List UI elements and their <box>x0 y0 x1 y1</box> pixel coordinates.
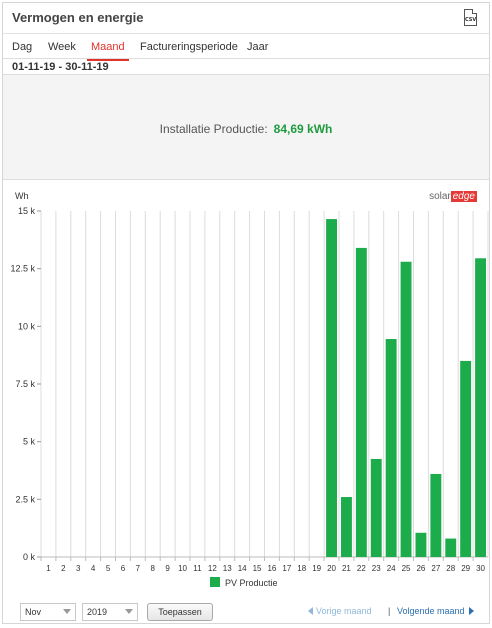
bar-day-22 <box>355 247 367 557</box>
x-tick-label: 13 <box>223 564 232 573</box>
x-tick-label: 19 <box>312 564 321 573</box>
month-value: Nov <box>25 607 42 617</box>
chevron-down-icon <box>63 609 71 614</box>
tab-week[interactable]: Week <box>48 41 76 53</box>
x-tick-label: 18 <box>297 564 306 573</box>
year-select[interactable]: 2019 <box>82 603 138 621</box>
x-tick-label: 15 <box>253 564 262 573</box>
y-tick-label: 2.5 k <box>15 494 35 504</box>
x-tick-label: 26 <box>416 564 425 573</box>
bar-day-21 <box>341 497 352 557</box>
date-range: 01-11-19 - 30-11-19 <box>12 61 109 73</box>
x-tick-label: 5 <box>106 564 111 573</box>
y-tick-label: 10 k <box>18 321 36 331</box>
summary-box: Installatie Productie: 84,69 kWh <box>3 74 489 180</box>
bar-day-30 <box>475 258 486 557</box>
tab-day[interactable]: Dag <box>12 41 33 53</box>
y-tick-label: 15 k <box>18 206 36 216</box>
bar-day-28 <box>445 538 457 557</box>
x-tick-label: 23 <box>372 564 381 573</box>
x-tick-label: 1 <box>46 564 51 573</box>
tab-month[interactable]: Maand <box>87 41 129 61</box>
panel-title: Vermogen en energie <box>12 10 144 25</box>
x-tick-label: 27 <box>431 564 440 573</box>
x-tick-label: 29 <box>461 564 470 573</box>
x-tick-label: 14 <box>238 564 247 573</box>
production-summary: Installatie Productie: 84,69 kWh <box>3 122 489 136</box>
y-tick-label: 12.5 k <box>10 264 35 274</box>
x-tick-label: 20 <box>327 564 336 573</box>
y-tick-label: 7.5 k <box>15 379 35 389</box>
production-label: Installatie Productie: <box>159 122 268 136</box>
x-tick-label: 24 <box>387 564 396 573</box>
x-tick-label: 10 <box>178 564 187 573</box>
bar-day-26 <box>415 532 427 557</box>
x-tick-label: 7 <box>136 564 141 573</box>
previous-month-label: Vorige maand <box>316 606 372 616</box>
bar-day-27 <box>430 473 442 557</box>
csv-label: CSV <box>465 17 477 23</box>
x-tick-label: 30 <box>476 564 485 573</box>
x-tick-label: 6 <box>121 564 126 573</box>
x-tick-label: 16 <box>267 564 276 573</box>
x-tick-label: 9 <box>165 564 170 573</box>
production-value: 84,69 kWh <box>273 122 333 136</box>
tab-billing-period[interactable]: Factureringsperiode <box>140 41 238 53</box>
bar-day-25 <box>400 261 412 557</box>
solaredge-logo: solar edge <box>429 191 477 202</box>
x-tick-label: 22 <box>357 564 366 573</box>
bar-day-23 <box>370 458 382 557</box>
panel-header: Vermogen en energie CSV <box>3 3 489 34</box>
period-tabs: Dag Week Maand Factureringsperiode Jaar <box>3 34 489 61</box>
tab-year[interactable]: Jaar <box>247 41 269 53</box>
chevron-down-icon <box>125 609 133 614</box>
month-select[interactable]: Nov <box>20 603 76 621</box>
x-tick-label: 11 <box>193 564 202 573</box>
x-tick-label: 17 <box>282 564 291 573</box>
year-value: 2019 <box>87 607 108 617</box>
y-tick-label: 5 k <box>23 437 36 447</box>
nav-separator: | <box>388 606 391 616</box>
legend-label: PV Productie <box>225 578 278 588</box>
x-tick-label: 3 <box>76 564 81 573</box>
y-axis-label: Wh <box>15 191 29 201</box>
x-tick-label: 4 <box>91 564 96 573</box>
x-tick-label: 12 <box>208 564 217 573</box>
previous-month-link[interactable]: Vorige maand <box>308 606 372 616</box>
csv-export-icon[interactable]: CSV <box>464 9 477 26</box>
x-tick-label: 2 <box>61 564 66 573</box>
x-tick-label: 25 <box>402 564 411 573</box>
bar-day-29 <box>460 360 472 557</box>
x-tick-label: 21 <box>342 564 351 573</box>
chart-legend: PV Productie <box>210 577 278 588</box>
triangle-right-icon <box>468 607 474 615</box>
legend-swatch <box>210 577 220 587</box>
apply-button[interactable]: Toepassen <box>147 603 213 621</box>
y-tick-label: 0 k <box>23 552 36 562</box>
triangle-left-icon <box>308 607 313 615</box>
chart-area: solar edge 0 k 2.5 k 5 k 7.5 k 10 k 12.5 k 15 k… <box>3 179 489 599</box>
x-tick-label: 28 <box>446 564 455 573</box>
next-month-label: Volgende maand <box>397 606 465 616</box>
bar-day-24 <box>385 339 397 557</box>
bar-day-20 <box>326 219 337 557</box>
x-tick-label: 8 <box>151 564 156 573</box>
next-month-link[interactable]: Volgende maand <box>397 606 474 616</box>
